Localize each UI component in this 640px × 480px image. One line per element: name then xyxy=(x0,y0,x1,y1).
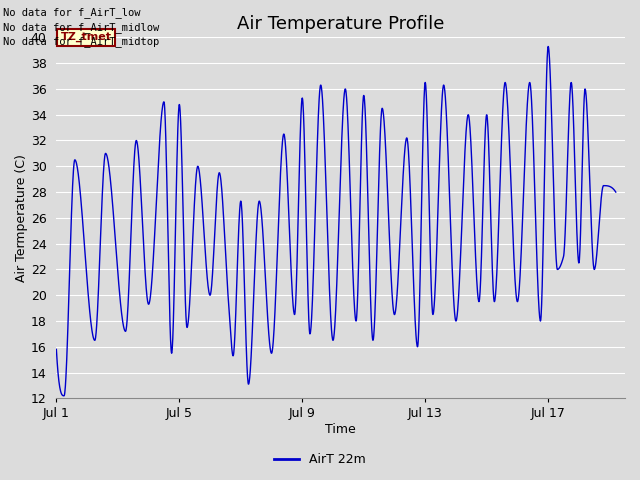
Y-axis label: Air Termperature (C): Air Termperature (C) xyxy=(15,154,28,282)
X-axis label: Time: Time xyxy=(325,423,356,436)
Legend: AirT 22m: AirT 22m xyxy=(269,448,371,471)
Title: Air Temperature Profile: Air Temperature Profile xyxy=(237,15,444,33)
Text: No data for f_AirT_low: No data for f_AirT_low xyxy=(3,7,141,18)
Text: No data for f_AirT_midlow: No data for f_AirT_midlow xyxy=(3,22,159,33)
Text: No data for f_AirT_midtop: No data for f_AirT_midtop xyxy=(3,36,159,47)
Text: TZ_tmet: TZ_tmet xyxy=(61,32,111,42)
